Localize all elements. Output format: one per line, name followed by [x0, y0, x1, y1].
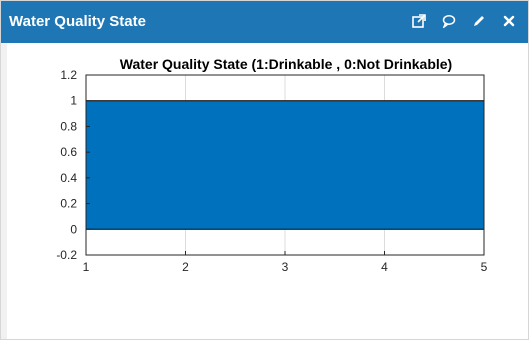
x-tick-label: 2 — [182, 260, 189, 274]
header-actions — [410, 11, 518, 31]
x-tick-label: 3 — [282, 260, 289, 274]
y-tick-label: 0 — [70, 222, 77, 236]
x-tick-label: 1 — [83, 260, 90, 274]
area-series-0 — [85, 100, 485, 230]
chart-area: Water Quality State (1:Drinkable , 0:Not… — [56, 56, 488, 274]
close-icon[interactable] — [500, 11, 518, 31]
y-tick-label: -0.2 — [56, 248, 77, 262]
y-tick-label: 0.2 — [60, 197, 77, 211]
x-tick-label: 5 — [481, 260, 488, 274]
x-tick-label: 4 — [381, 260, 388, 274]
content-left-border — [1, 43, 7, 339]
chart-title: Water Quality State (1:Drinkable , 0:Not… — [120, 56, 452, 72]
y-tick-label: 0.6 — [60, 145, 77, 159]
y-tick-label: 1.2 — [60, 68, 77, 82]
y-tick-label: 0.4 — [60, 171, 77, 185]
widget-header: Water Quality State — [1, 1, 528, 43]
pencil-icon[interactable] — [470, 11, 488, 31]
comment-icon[interactable] — [440, 11, 458, 31]
external-link-icon[interactable] — [410, 11, 428, 31]
widget-title: Water Quality State — [9, 13, 146, 30]
y-tick-label: 0.8 — [60, 119, 77, 133]
y-tick-label: 1 — [70, 94, 77, 108]
